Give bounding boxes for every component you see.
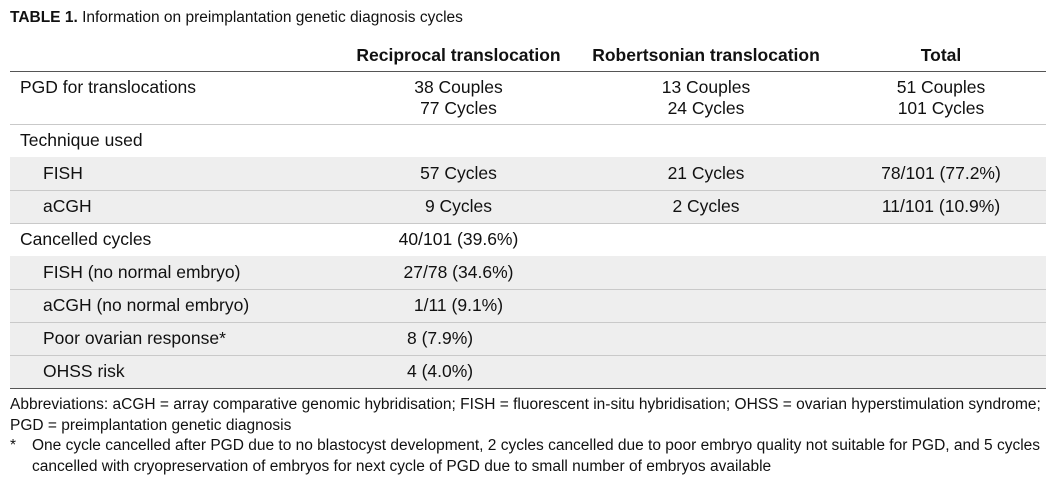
table-row: aCGH (no normal embryo) 1/11 (9.1%) xyxy=(10,288,1046,322)
cell-reciprocal: 1/11 (9.1%) xyxy=(341,288,576,322)
cell-robertsonian: 21 Cycles xyxy=(576,157,836,190)
table-row: OHSS risk 4 (4.0%) xyxy=(10,354,1046,389)
cell-reciprocal: 8 (7.9%) xyxy=(341,321,576,355)
cell-robertsonian: 13 Couples 24 Cycles xyxy=(576,70,836,124)
cell-total xyxy=(836,256,1046,289)
row-label: PGD for translocations xyxy=(10,70,341,124)
cell-robertsonian: 2 Cycles xyxy=(576,189,836,223)
table-row: aCGH 9 Cycles 2 Cycles 11/101 (10.9%) xyxy=(10,189,1046,223)
table-row: PGD for translocations 38 Couples 77 Cyc… xyxy=(10,70,1046,124)
cell-total xyxy=(836,354,1046,389)
cell-reciprocal: 9 Cycles xyxy=(341,189,576,223)
cell-robertsonian xyxy=(576,288,836,322)
cell-robertsonian xyxy=(576,354,836,389)
table-row: FISH 57 Cycles 21 Cycles 78/101 (77.2%) xyxy=(10,157,1046,190)
footnote: * One cycle cancelled after PGD due to n… xyxy=(10,436,1050,477)
row-label: Poor ovarian response* xyxy=(10,321,341,355)
row-label: FISH (no normal embryo) xyxy=(10,256,341,289)
cell-reciprocal xyxy=(341,123,576,157)
table-notes: Abbreviations: aCGH = array comparative … xyxy=(10,395,1050,477)
row-label: FISH xyxy=(10,157,341,190)
pgd-cycles-table: Reciprocal translocation Robertsonian tr… xyxy=(10,40,1046,389)
row-label: aCGH xyxy=(10,189,341,223)
cell-robertsonian xyxy=(576,123,836,157)
cell-line: 101 Cycles xyxy=(897,97,985,118)
cell-robertsonian xyxy=(576,222,836,256)
header-robertsonian: Robertsonian translocation xyxy=(592,44,820,65)
table-caption-text: Information on preimplantation genetic d… xyxy=(82,9,463,26)
cell-total: 51 Couples 101 Cycles xyxy=(836,70,1046,124)
footnote-mark: * xyxy=(10,437,17,454)
cell-reciprocal: 40/101 (39.6%) xyxy=(341,222,576,256)
cell-reciprocal: 4 (4.0%) xyxy=(341,354,576,389)
table-caption: TABLE 1. Information on preimplantation … xyxy=(10,9,463,27)
cell-line: 51 Couples xyxy=(896,76,986,97)
abbreviations-note: Abbreviations: aCGH = array comparative … xyxy=(10,396,1041,434)
cell-total xyxy=(836,288,1046,322)
cell-total xyxy=(836,123,1046,157)
cell-line: 38 Couples xyxy=(414,76,503,97)
header-total: Total xyxy=(920,44,962,65)
table-row: Poor ovarian response* 8 (7.9%) xyxy=(10,321,1046,355)
cell-robertsonian xyxy=(576,321,836,355)
header-reciprocal: Reciprocal translocation xyxy=(356,44,561,65)
row-label: Technique used xyxy=(10,123,341,157)
cell-reciprocal: 38 Couples 77 Cycles xyxy=(341,70,576,124)
footnote-text: One cycle cancelled after PGD due to no … xyxy=(32,437,1041,475)
header-label-column xyxy=(10,40,341,71)
cell-total xyxy=(836,222,1046,256)
row-label: OHSS risk xyxy=(10,354,341,389)
row-label: aCGH (no normal embryo) xyxy=(10,288,341,322)
cell-total: 11/101 (10.9%) xyxy=(836,189,1046,223)
cell-total: 78/101 (77.2%) xyxy=(836,157,1046,190)
cell-reciprocal: 27/78 (34.6%) xyxy=(341,256,576,289)
cell-robertsonian xyxy=(576,256,836,289)
table-header-row: Reciprocal translocation Robertsonian tr… xyxy=(10,40,1046,71)
table-row: Technique used xyxy=(10,123,1046,157)
row-label: Cancelled cycles xyxy=(10,222,341,256)
table-row: Cancelled cycles 40/101 (39.6%) xyxy=(10,222,1046,256)
table-caption-label: TABLE 1. xyxy=(10,9,78,26)
cell-line: 77 Cycles xyxy=(420,97,497,118)
cell-reciprocal: 57 Cycles xyxy=(341,157,576,190)
table-row: FISH (no normal embryo) 27/78 (34.6%) xyxy=(10,256,1046,289)
cell-line: 13 Couples xyxy=(661,76,751,97)
cell-line: 24 Cycles xyxy=(667,97,745,118)
cell-total xyxy=(836,321,1046,355)
